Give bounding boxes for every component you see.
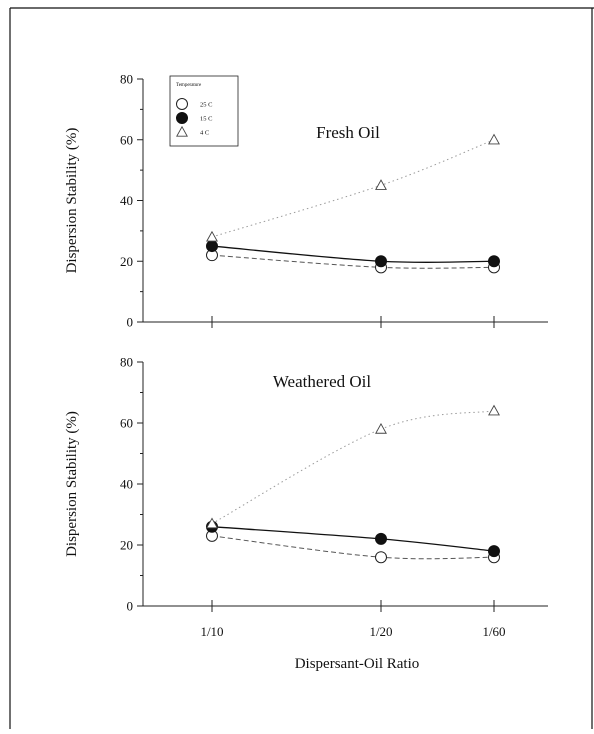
fresh-data-point — [206, 230, 218, 242]
fresh-data-point — [375, 179, 387, 190]
weathered-y-tick-label: 80 — [120, 355, 133, 370]
legend-marker — [176, 125, 188, 137]
fresh-y-tick-label: 60 — [120, 132, 133, 147]
legend-title: Temperature — [176, 83, 202, 88]
weathered-series-line — [211, 526, 495, 552]
weathered-x-tick-label: 1/60 — [482, 624, 505, 639]
weathered-series-line — [211, 410, 495, 525]
weathered-oil-panel: 0 20 40 60 80 1/10 1/20 1/60 Dispersion Stabilit… — [64, 355, 548, 639]
fresh-series-line — [211, 139, 495, 238]
fresh-data-point — [375, 255, 387, 268]
fresh-y-tick-label: 0 — [127, 315, 134, 330]
weathered-y-tick-label: 0 — [127, 599, 134, 614]
fresh-y-tick-label: 80 — [120, 72, 133, 87]
weathered-data-point — [375, 422, 387, 434]
fresh-y-tick-label: 20 — [120, 254, 133, 269]
weathered-data-point — [488, 404, 500, 416]
fresh-series-line — [211, 245, 495, 264]
weathered-y-axis-label: Dispersion Stability (%) — [64, 411, 80, 557]
fresh-data-point — [488, 133, 500, 145]
fresh-y-axis-label: Dispersion Stability (%) — [64, 128, 80, 274]
weathered-data-point — [375, 551, 387, 564]
legend-marker — [176, 112, 188, 124]
legend-entry-label: 15 C — [200, 116, 212, 123]
weathered-y-tick-label: 20 — [120, 538, 133, 553]
fresh-data-point — [206, 240, 218, 253]
fresh-oil-panel: 0 20 40 60 80 Dispersion Stability (%) Fresh O… — [64, 72, 548, 330]
weathered-series-line — [211, 535, 495, 560]
weathered-data-point — [206, 517, 218, 529]
fresh-y-tick-label: 40 — [120, 193, 133, 208]
fresh-panel-title: Fresh Oil — [316, 123, 380, 142]
legend-entry-label: 25 C — [200, 102, 212, 109]
weathered-x-tick-label: 1/10 — [200, 624, 223, 639]
weathered-data-point — [375, 532, 387, 545]
weathered-data-point — [488, 545, 500, 558]
x-axis-label: Dispersant-Oil Ratio — [295, 656, 420, 672]
weathered-panel-title: Weathered Oil — [273, 372, 372, 391]
weathered-y-tick-label: 60 — [120, 416, 133, 431]
fresh-data-point — [488, 255, 500, 268]
legend-entry-label: 4 C — [200, 130, 209, 137]
legend-marker — [176, 98, 188, 110]
weathered-y-tick-label: 40 — [120, 477, 133, 492]
weathered-x-tick-label: 1/20 — [369, 624, 392, 639]
